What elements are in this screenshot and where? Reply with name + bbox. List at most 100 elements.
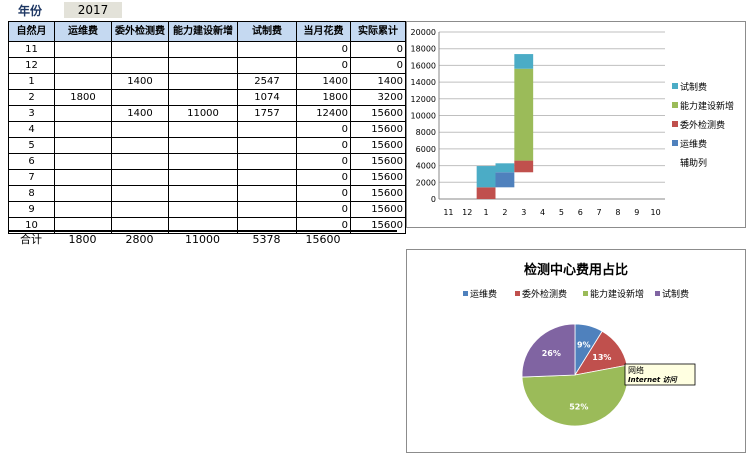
table-cell[interactable]: [168, 185, 238, 202]
table-cell[interactable]: 8: [8, 185, 55, 202]
table-row: 2 1800 1074 1800 3200: [8, 89, 406, 106]
table-cell[interactable]: [237, 153, 297, 170]
x-tick-label: 1: [484, 208, 489, 217]
table-cell[interactable]: 9: [8, 201, 55, 218]
table-cell[interactable]: 2: [8, 89, 55, 106]
table-cell[interactable]: [168, 57, 238, 74]
table-cell[interactable]: 15600: [350, 153, 406, 170]
table-cell[interactable]: [168, 201, 238, 218]
table-cell[interactable]: [54, 137, 112, 154]
table-cell[interactable]: [111, 137, 169, 154]
bar-segment: [514, 54, 534, 69]
table-cell[interactable]: 0: [296, 41, 351, 58]
x-tick-label: 6: [578, 208, 583, 217]
table-cell[interactable]: 0: [296, 217, 351, 234]
table-cell[interactable]: [111, 41, 169, 58]
table-cell[interactable]: [237, 41, 297, 58]
legend-swatch: [515, 291, 520, 296]
table-cell[interactable]: [54, 185, 112, 202]
table-cell[interactable]: 0: [296, 57, 351, 74]
slice-label: 9%: [577, 341, 591, 350]
table-cell[interactable]: [54, 121, 112, 138]
table-cell[interactable]: [54, 105, 112, 122]
table-cell[interactable]: 1400: [111, 73, 169, 90]
table-cell[interactable]: 15600: [350, 185, 406, 202]
table-cell[interactable]: 0: [296, 121, 351, 138]
column-header: 能力建设新增: [168, 21, 238, 42]
table-cell[interactable]: 5: [8, 137, 55, 154]
table-cell[interactable]: 15600: [350, 137, 406, 154]
table-cell[interactable]: [54, 57, 112, 74]
table-cell[interactable]: 0: [296, 169, 351, 186]
table-cell[interactable]: 0: [296, 153, 351, 170]
table-cell[interactable]: [237, 201, 297, 218]
table-cell[interactable]: 1: [8, 73, 55, 90]
table-cell[interactable]: 3: [8, 105, 55, 122]
table-cell[interactable]: [111, 169, 169, 186]
table-cell[interactable]: 3200: [350, 89, 406, 106]
table-cell[interactable]: 0: [350, 57, 406, 74]
x-tick-label: 8: [615, 208, 620, 217]
pie-chart: 检测中心费用占比 运维费 委外检测费 能力建设新增 试制费 9% 13% 52% 26% 网络 In…: [406, 249, 746, 453]
table-cell[interactable]: [168, 153, 238, 170]
table-cell[interactable]: 1400: [350, 73, 406, 90]
table-cell[interactable]: [111, 201, 169, 218]
table-cell[interactable]: [237, 169, 297, 186]
table-cell[interactable]: 11000: [168, 105, 238, 122]
table-cell[interactable]: [54, 169, 112, 186]
table-cell[interactable]: 0: [296, 201, 351, 218]
table-cell[interactable]: 2547: [237, 73, 297, 90]
y-tick-label: 2000: [416, 178, 436, 187]
table-cell[interactable]: 15600: [350, 105, 406, 122]
table-cell[interactable]: 10: [8, 217, 55, 234]
table-cell[interactable]: 12: [8, 57, 55, 74]
table-row: 8 0 15600: [8, 185, 406, 202]
table-cell[interactable]: 1757: [237, 105, 297, 122]
table-cell[interactable]: [54, 41, 112, 58]
x-tick-label: 11: [443, 208, 453, 217]
pie-slice: [521, 323, 576, 378]
table-cell[interactable]: 6: [8, 153, 55, 170]
table-cell[interactable]: 1400: [111, 105, 169, 122]
table-cell[interactable]: [168, 121, 238, 138]
table-row: 4 0 15600: [8, 121, 406, 138]
table-cell[interactable]: [54, 153, 112, 170]
table-cell[interactable]: 0: [350, 41, 406, 58]
table-cell[interactable]: 1074: [237, 89, 297, 106]
year-value-cell[interactable]: 2017: [64, 2, 122, 18]
table-cell[interactable]: [111, 121, 169, 138]
table-cell[interactable]: [237, 121, 297, 138]
table-cell[interactable]: 12400: [296, 105, 351, 122]
table-cell[interactable]: 4: [8, 121, 55, 138]
table-cell[interactable]: 15600: [350, 169, 406, 186]
table-cell[interactable]: [237, 137, 297, 154]
table-cell[interactable]: [54, 201, 112, 218]
table-cell[interactable]: [168, 41, 238, 58]
table-cell[interactable]: [168, 73, 238, 90]
table-cell[interactable]: 0: [296, 137, 351, 154]
table-cell[interactable]: [111, 89, 169, 106]
table-cell[interactable]: [237, 57, 297, 74]
table-cell[interactable]: [168, 169, 238, 186]
table-cell[interactable]: [168, 137, 238, 154]
table-cell[interactable]: 7: [8, 169, 55, 186]
table-cell[interactable]: [111, 57, 169, 74]
table-cell[interactable]: 15600: [350, 217, 406, 234]
table-cell[interactable]: [237, 185, 297, 202]
table-cell[interactable]: 1400: [296, 73, 351, 90]
table-row: 9 0 15600: [8, 201, 406, 218]
tooltip-line-1: 网络: [628, 365, 644, 375]
table-cell[interactable]: 1800: [296, 89, 351, 106]
slice-label: 26%: [542, 349, 561, 358]
table-cell[interactable]: [111, 185, 169, 202]
table-cell[interactable]: [111, 153, 169, 170]
legend-label: 辅助列: [680, 157, 707, 169]
table-cell[interactable]: 15600: [350, 201, 406, 218]
table-cell[interactable]: 1800: [54, 89, 112, 106]
table-cell[interactable]: 15600: [350, 121, 406, 138]
table-cell[interactable]: 0: [296, 185, 351, 202]
table-cell[interactable]: 11: [8, 41, 55, 58]
table-cell[interactable]: [54, 73, 112, 90]
y-tick-label: 0: [431, 195, 436, 204]
table-cell[interactable]: [168, 89, 238, 106]
